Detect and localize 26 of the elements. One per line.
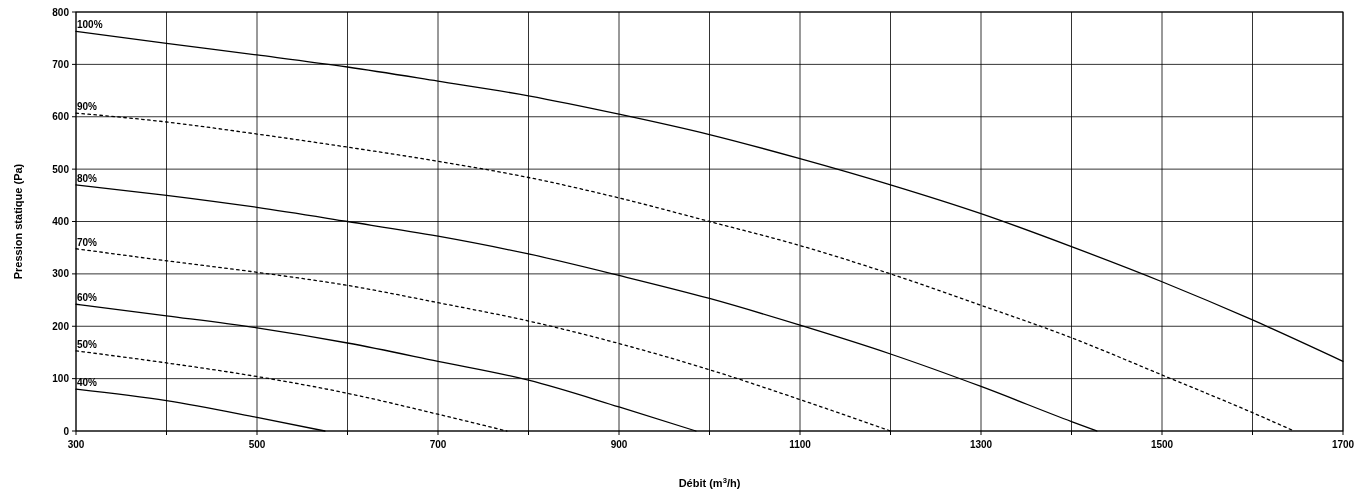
x-tick-label: 900 — [610, 439, 628, 450]
x-tick-label: 1100 — [789, 439, 812, 450]
series-label: 100% — [77, 19, 103, 31]
x-tick-label: 1500 — [1150, 439, 1174, 450]
series-label: 60% — [77, 292, 98, 304]
series-label: 40% — [77, 377, 98, 389]
x-tick-label: 300 — [67, 439, 85, 450]
y-tick-label: 400 — [52, 216, 70, 227]
y-tick-label: 700 — [52, 58, 70, 70]
y-tick-label: 200 — [52, 320, 70, 332]
series-label: 70% — [77, 236, 98, 248]
y-tick-label: 0 — [63, 425, 70, 437]
x-tick-label: 700 — [429, 439, 447, 450]
x-tick-label: 1700 — [1331, 439, 1355, 450]
y-tick-label: 800 — [52, 6, 70, 18]
y-tick-label: 100 — [52, 373, 70, 385]
y-axis-title: Pression statique (Pa) — [12, 163, 24, 280]
series-label: 80% — [77, 172, 98, 184]
x-axis-title: Débit (m$^{3}$/h) — [678, 475, 741, 489]
y-tick-label: 500 — [52, 163, 70, 175]
y-tick-label: 600 — [52, 111, 70, 123]
y-tick-label: 300 — [52, 268, 70, 280]
series-label: 50% — [77, 338, 98, 350]
series-label: 90% — [77, 101, 98, 113]
x-tick-label: 1300 — [969, 439, 993, 450]
x-tick-label: 500 — [248, 439, 266, 450]
